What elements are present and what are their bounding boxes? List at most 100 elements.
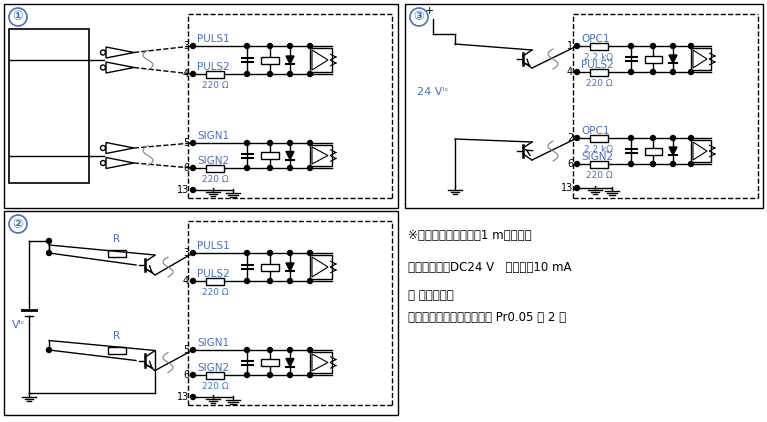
Circle shape xyxy=(308,43,312,49)
Circle shape xyxy=(190,347,196,352)
Text: 5: 5 xyxy=(183,138,189,148)
Circle shape xyxy=(268,279,272,284)
Text: 220 Ω: 220 Ω xyxy=(586,171,612,180)
Circle shape xyxy=(47,251,51,255)
Text: SIGN2: SIGN2 xyxy=(197,156,229,166)
Bar xyxy=(644,56,661,62)
Text: PULS1: PULS1 xyxy=(197,34,230,44)
Text: 220 Ω: 220 Ω xyxy=(202,81,229,90)
Text: 220 Ω: 220 Ω xyxy=(202,175,229,184)
Circle shape xyxy=(650,135,656,141)
Circle shape xyxy=(288,279,292,284)
Bar xyxy=(310,255,332,279)
Text: +: + xyxy=(424,6,433,16)
Polygon shape xyxy=(106,143,134,154)
Circle shape xyxy=(190,165,196,170)
Polygon shape xyxy=(286,56,294,64)
Bar xyxy=(108,249,126,257)
Circle shape xyxy=(288,373,292,378)
Bar xyxy=(405,4,763,208)
Bar xyxy=(310,48,332,72)
Polygon shape xyxy=(312,147,328,164)
Circle shape xyxy=(308,165,312,170)
Circle shape xyxy=(628,43,634,49)
Polygon shape xyxy=(106,47,134,58)
Bar xyxy=(644,148,661,154)
Circle shape xyxy=(650,162,656,167)
Circle shape xyxy=(574,186,580,190)
Polygon shape xyxy=(286,151,294,160)
Circle shape xyxy=(288,165,292,170)
Text: R: R xyxy=(114,234,120,244)
Circle shape xyxy=(245,347,249,352)
Circle shape xyxy=(47,347,51,352)
Text: 4: 4 xyxy=(183,276,189,286)
Circle shape xyxy=(670,162,676,167)
Polygon shape xyxy=(693,50,707,68)
Bar xyxy=(261,359,279,366)
Text: 最大输入电压DC24 V   额定电洐10 mA: 最大输入电压DC24 V 额定电洐10 mA xyxy=(408,261,571,274)
Circle shape xyxy=(689,70,693,75)
Bar xyxy=(691,140,711,162)
Text: 3: 3 xyxy=(183,41,189,51)
Polygon shape xyxy=(312,354,328,371)
Bar xyxy=(691,48,711,70)
Polygon shape xyxy=(669,55,677,63)
Circle shape xyxy=(190,251,196,255)
Text: PULS2: PULS2 xyxy=(581,60,614,70)
Text: 220 Ω: 220 Ω xyxy=(202,382,229,391)
Text: 3: 3 xyxy=(183,248,189,258)
Circle shape xyxy=(47,238,51,243)
Text: 6: 6 xyxy=(567,159,573,169)
Text: SIGN2: SIGN2 xyxy=(197,363,229,373)
Bar xyxy=(590,68,608,76)
Circle shape xyxy=(190,373,196,378)
Text: PULS2: PULS2 xyxy=(197,62,230,72)
Text: 4: 4 xyxy=(567,67,573,77)
Circle shape xyxy=(308,71,312,76)
Circle shape xyxy=(245,279,249,284)
Circle shape xyxy=(670,43,676,49)
Text: ①: ① xyxy=(13,11,23,24)
Circle shape xyxy=(574,43,580,49)
Circle shape xyxy=(288,251,292,255)
Circle shape xyxy=(190,187,196,192)
Circle shape xyxy=(689,43,693,49)
Circle shape xyxy=(308,279,312,284)
Bar xyxy=(206,165,224,171)
Circle shape xyxy=(308,141,312,146)
Text: R: R xyxy=(114,331,120,341)
Text: 6: 6 xyxy=(183,163,189,173)
Circle shape xyxy=(245,165,249,170)
Text: 13: 13 xyxy=(561,183,573,193)
Circle shape xyxy=(268,43,272,49)
Bar xyxy=(590,43,608,49)
Polygon shape xyxy=(106,157,134,168)
Circle shape xyxy=(288,141,292,146)
Text: 220 Ω: 220 Ω xyxy=(202,288,229,297)
Bar xyxy=(310,145,332,166)
Circle shape xyxy=(308,347,312,352)
Bar xyxy=(206,371,224,379)
Polygon shape xyxy=(693,142,707,160)
Circle shape xyxy=(190,43,196,49)
Text: SIGN1: SIGN1 xyxy=(197,338,229,348)
Text: 24 Vᴵᶜ: 24 Vᴵᶜ xyxy=(417,87,449,97)
Circle shape xyxy=(574,135,580,141)
Circle shape xyxy=(288,43,292,49)
Text: ②: ② xyxy=(13,217,23,230)
Text: OPC1: OPC1 xyxy=(581,34,610,44)
Bar xyxy=(108,346,126,354)
Bar xyxy=(206,70,224,78)
Text: SIGN1: SIGN1 xyxy=(197,131,229,141)
Bar xyxy=(261,57,279,63)
Circle shape xyxy=(308,373,312,378)
Circle shape xyxy=(268,347,272,352)
Polygon shape xyxy=(286,359,294,366)
Circle shape xyxy=(190,71,196,76)
Circle shape xyxy=(245,373,249,378)
Circle shape xyxy=(689,162,693,167)
Circle shape xyxy=(628,162,634,167)
Circle shape xyxy=(268,71,272,76)
Polygon shape xyxy=(312,50,328,70)
